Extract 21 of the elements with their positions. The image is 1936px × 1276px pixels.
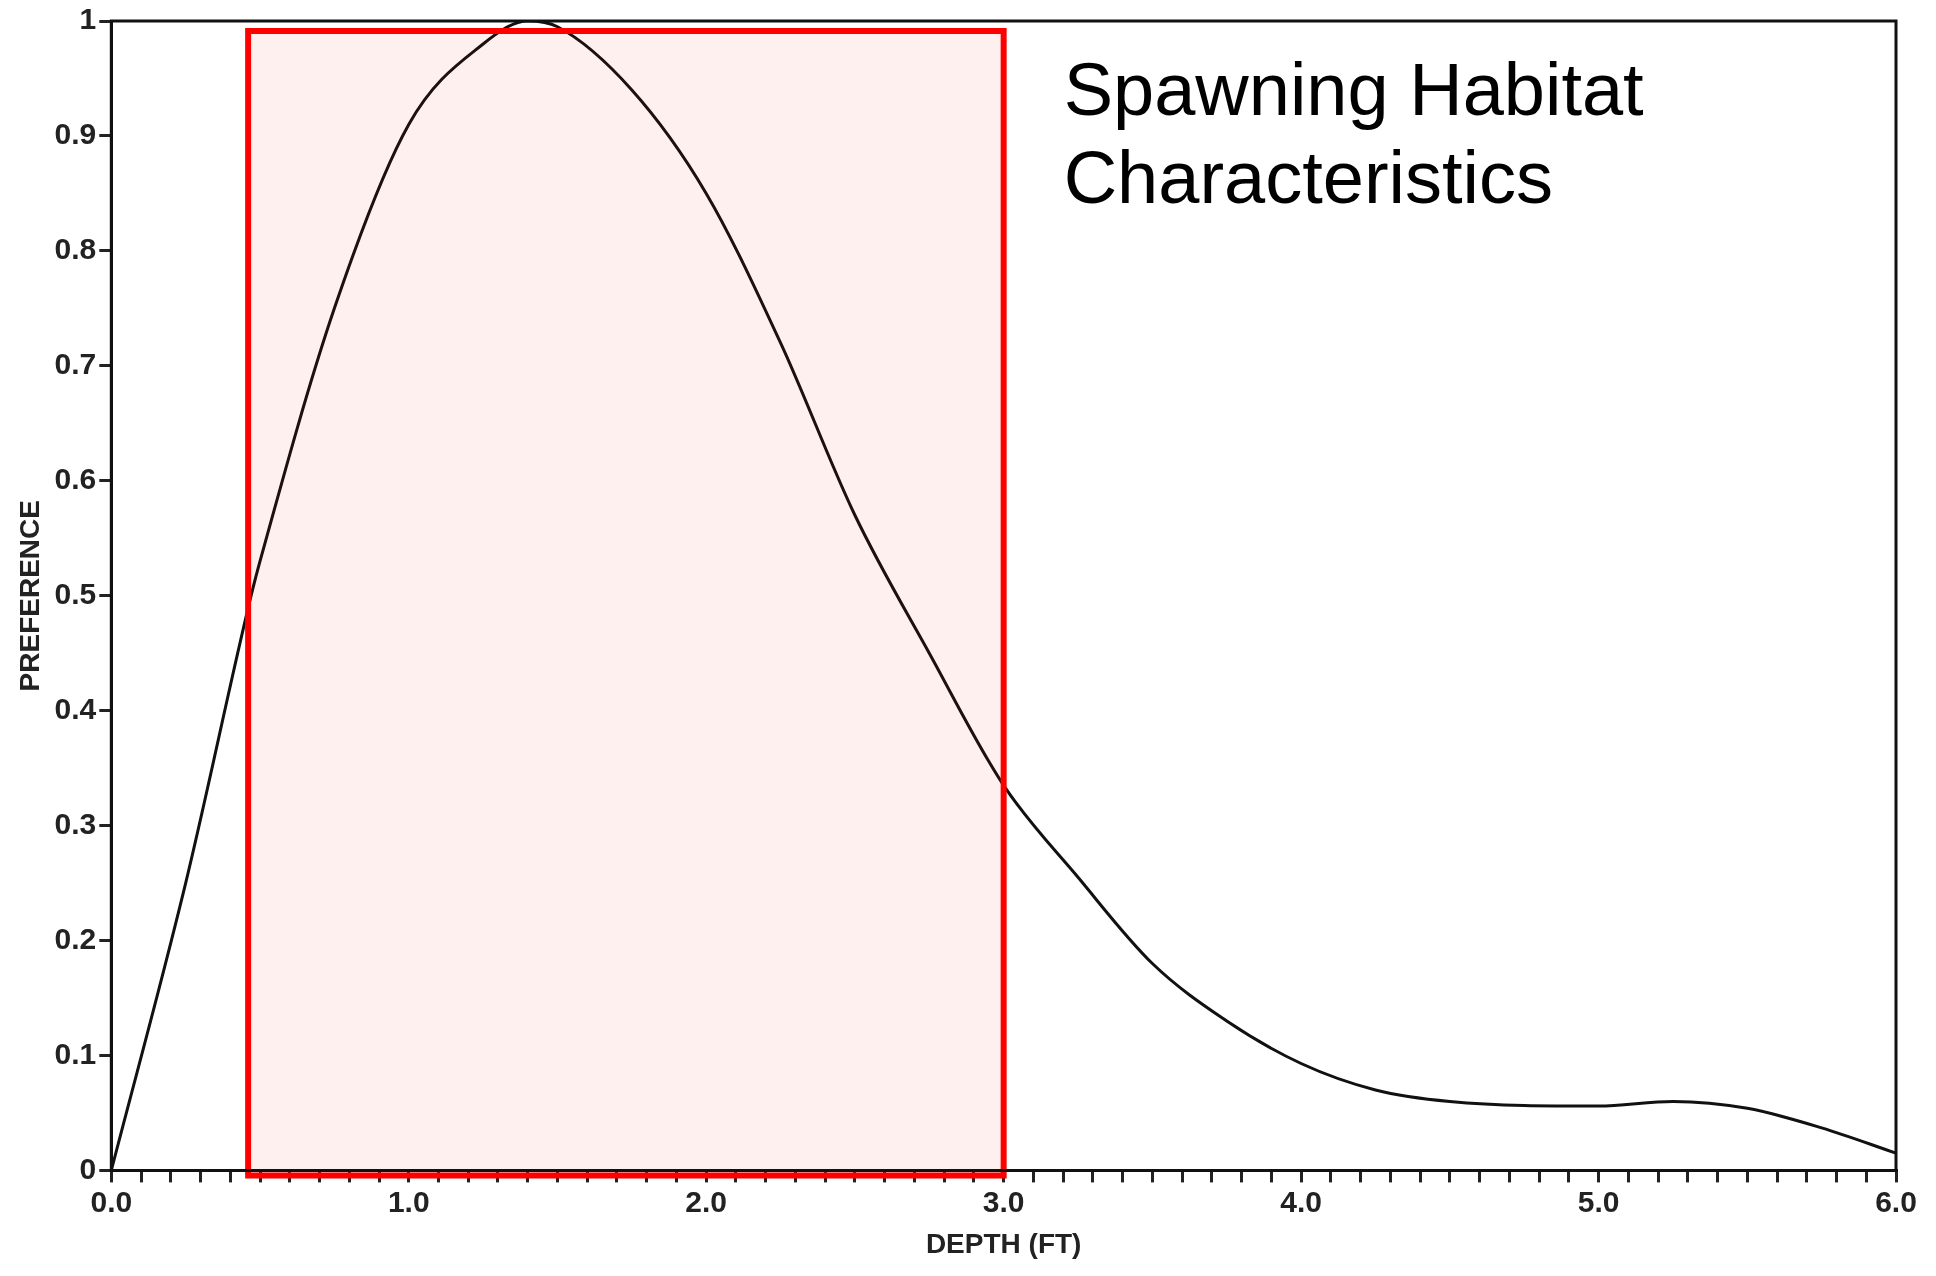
x-tick-label: 2.0 [685,1184,728,1218]
y-axis-title: PREFERENCE [13,500,45,692]
x-tick-label: 0.0 [90,1184,133,1218]
x-tick-label: 3.0 [982,1184,1025,1218]
x-tick-label: 1.0 [387,1184,430,1218]
x-axis-title: DEPTH (FT) [925,1227,1082,1259]
y-tick-label: 0.8 [54,232,97,266]
x-tick-label: 6.0 [1875,1184,1917,1218]
y-tick-label: 0.2 [54,921,97,955]
y-tick-label: 0 [79,1151,97,1185]
y-tick-label: 0.6 [54,462,97,496]
y-tick-label: 0.3 [54,806,97,840]
text: Spawning Habitat Characteristics [1063,47,1645,221]
x-tick-label: 4.0 [1280,1184,1322,1218]
x-tick-label: 5.0 [1577,1184,1620,1218]
y-tick-label: 0.7 [54,347,97,381]
y-tick-label: 0.5 [54,576,97,610]
y-tick-label: 0.1 [54,1036,97,1070]
y-tick-label: 0.4 [54,691,97,725]
y-tick-label: 1 [79,2,97,36]
y-tick-label: 0.9 [54,117,97,151]
